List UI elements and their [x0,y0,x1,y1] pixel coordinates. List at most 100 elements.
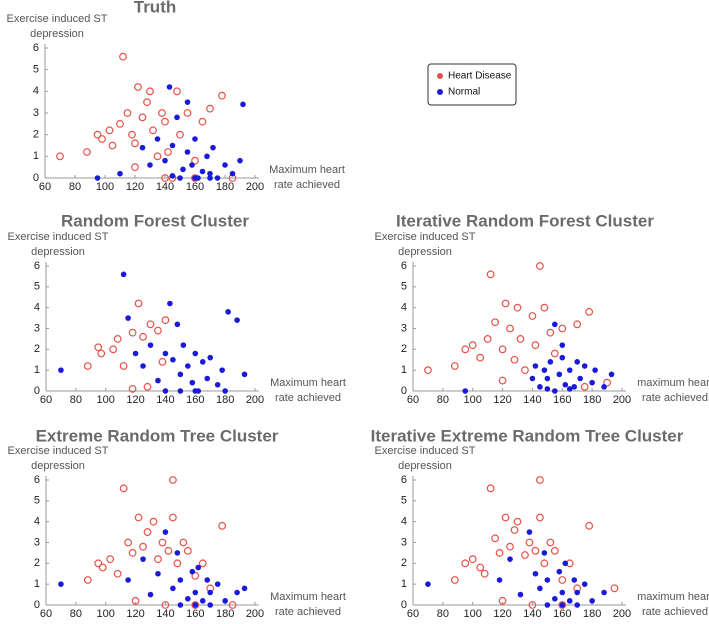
point [147,162,153,168]
chart-title: Iterative Random Forest Cluster [396,211,654,230]
point [174,550,181,556]
x-tick-label: 120 [493,608,511,619]
point [158,538,167,547]
point [228,601,237,609]
point [501,513,510,522]
y-tick-label: 1 [401,578,407,590]
point [603,378,611,387]
x-axis-label: rate achieved [642,606,708,618]
point [581,363,588,369]
point [168,513,177,522]
point [571,384,578,390]
point [147,342,154,348]
point [580,382,589,391]
x-axis-label: Maximum heart [269,164,345,176]
point [93,130,102,139]
point [134,513,143,522]
point [97,349,106,358]
point [513,303,522,312]
point [109,345,118,354]
legend-label: Normal [448,87,480,98]
x-tick-label: 80 [70,608,82,619]
point [98,135,106,143]
point [495,549,504,557]
x-tick-label: 180 [216,394,234,406]
point [170,356,176,363]
point [525,538,534,547]
point [535,513,544,522]
y-tick-label: 6 [401,474,407,486]
point [94,343,103,352]
point [173,87,181,96]
point [174,114,180,121]
point [526,529,533,535]
point [149,517,158,526]
point [234,317,240,323]
point [516,335,525,343]
point [154,326,162,335]
y-tick-label: 0 [401,385,407,397]
y-axis-label: Exercise induced ST [375,231,476,243]
x-tick-label: 160 [553,608,571,619]
point [131,163,139,172]
point [592,367,598,373]
point [199,359,206,365]
x-axis-label: rate achieved [275,606,341,618]
y-tick-label: 4 [401,302,407,314]
point [552,595,558,602]
x-tick-label: 180 [216,181,234,193]
point [450,362,459,370]
point [480,569,489,578]
point [140,556,146,562]
point [546,328,555,337]
point [58,367,64,373]
x-tick-label: 80 [69,181,81,193]
point [476,353,485,362]
x-tick-label: 180 [583,394,601,406]
y-tick-label: 4 [401,516,407,528]
chart: Iterative Random Forest ClusterExercise … [375,211,709,405]
point [537,384,543,390]
point [541,550,548,556]
point [529,375,536,382]
point [167,300,173,307]
point [94,175,101,181]
point [241,371,248,378]
point [116,119,124,128]
point [206,104,214,113]
point [566,386,573,392]
point [119,52,127,61]
x-tick-label: 80 [70,394,82,406]
point [234,589,240,596]
point [225,309,231,315]
y-tick-label: 3 [34,536,40,548]
point [608,371,615,378]
point [138,113,147,122]
point [192,350,199,357]
point [183,546,192,555]
point [610,584,619,593]
point [132,350,139,357]
point [189,568,196,575]
point [550,349,559,358]
y-tick-label: 6 [34,260,40,272]
point [153,152,162,161]
x-tick-label: 140 [156,394,174,406]
y-tick-label: 5 [401,281,407,293]
point [577,375,583,382]
point [177,602,184,608]
point [214,175,221,181]
point [556,568,563,575]
x-tick-label: 140 [523,608,541,619]
point [168,476,177,484]
point [192,388,199,394]
x-tick-label: 60 [40,394,52,406]
point [108,141,117,150]
y-tick-label: 1 [34,578,40,590]
point [574,602,581,608]
point [155,377,161,384]
point [204,375,211,382]
point [119,484,128,493]
point [476,563,485,572]
point [498,596,507,605]
